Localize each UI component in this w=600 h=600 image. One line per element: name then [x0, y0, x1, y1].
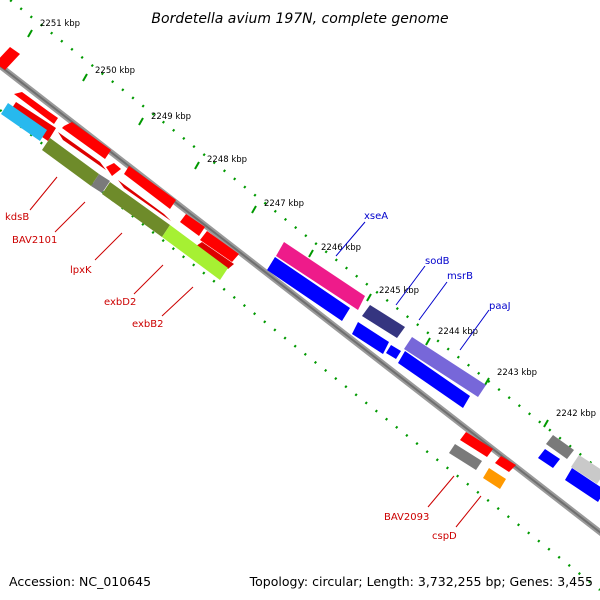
svg-text:paaJ: paaJ	[489, 301, 511, 312]
kbp-tick: 2248 kbp	[194, 155, 247, 170]
gene-label-lpxK: lpxK	[70, 232, 123, 276]
gene-label-BAV2101: BAV2101	[12, 201, 86, 246]
svg-text:2243 kbp: 2243 kbp	[497, 368, 537, 378]
gene-label-paaJ: paaJ	[459, 301, 511, 351]
gene-feature[interactable]	[62, 122, 111, 159]
gene-label-BAV2093: BAV2093	[384, 475, 455, 523]
gene-feature[interactable]	[91, 174, 110, 193]
svg-text:2245 kbp: 2245 kbp	[379, 286, 419, 296]
gene-feature[interactable]	[398, 351, 470, 408]
gene-feature[interactable]	[0, 47, 20, 70]
svg-text:exbD2: exbD2	[104, 297, 136, 308]
map-title: Bordetella avium 197N, complete genome	[151, 11, 448, 27]
gene-feature[interactable]	[362, 305, 405, 338]
gene-feature[interactable]	[42, 138, 99, 186]
gene-feature[interactable]	[180, 214, 205, 236]
gene-feature[interactable]	[546, 435, 574, 459]
accession-text: Accession: NC_010645	[9, 574, 151, 589]
gene-label-msrB: msrB	[418, 271, 473, 321]
gene-feature[interactable]	[102, 182, 170, 237]
gene-label-kdsB: kdsB	[5, 176, 58, 223]
svg-text:2247 kbp: 2247 kbp	[264, 199, 304, 209]
svg-text:xseA: xseA	[364, 211, 388, 222]
gene-label-sodB: sodB	[395, 256, 450, 306]
svg-text:2249 kbp: 2249 kbp	[151, 112, 191, 122]
kbp-tick: 2243 kbp	[484, 368, 537, 386]
gene-features-upper-left	[0, 47, 239, 269]
gene-feature[interactable]	[267, 257, 350, 321]
svg-text:2242 kbp: 2242 kbp	[556, 409, 596, 419]
gene-feature[interactable]	[352, 322, 389, 354]
svg-text:cspD: cspD	[432, 531, 457, 542]
gene-feature[interactable]	[200, 231, 239, 262]
gene-feature[interactable]	[565, 468, 600, 502]
gene-feature[interactable]	[118, 180, 171, 221]
kbp-tick: 2245 kbp	[366, 286, 419, 302]
svg-text:msrB: msrB	[447, 271, 473, 282]
outer-tick-track	[8, 0, 600, 471]
gene-feature[interactable]	[386, 345, 401, 359]
gene-feature[interactable]	[58, 132, 106, 170]
kbp-tick: 2249 kbp	[138, 112, 191, 126]
gene-feature[interactable]	[538, 449, 560, 468]
gene-feature[interactable]	[196, 242, 234, 269]
gene-feature[interactable]	[162, 225, 228, 280]
kbp-tick: 2244 kbp	[425, 327, 478, 346]
gene-feature[interactable]	[449, 444, 482, 470]
svg-text:2246 kbp: 2246 kbp	[321, 243, 361, 253]
svg-text:kdsB: kdsB	[5, 212, 29, 223]
gene-label-xseA: xseA	[335, 211, 388, 257]
gene-feature[interactable]	[276, 242, 365, 310]
gene-feature[interactable]	[14, 92, 58, 124]
gene-label-exbD2: exbD2	[104, 264, 164, 308]
kbp-tick: 2246 kbp	[308, 243, 361, 258]
gene-feature[interactable]	[495, 456, 516, 472]
svg-text:2248 kbp: 2248 kbp	[207, 155, 247, 165]
kbp-tick: 2242 kbp	[543, 409, 596, 428]
kbp-tick: 2250 kbp	[82, 66, 135, 82]
svg-text:exbB2: exbB2	[132, 319, 163, 330]
svg-text:lpxK: lpxK	[70, 265, 92, 276]
gene-label-exbB2: exbB2	[132, 286, 194, 330]
gene-feature[interactable]	[460, 432, 493, 457]
kbp-tick: 2247 kbp	[251, 199, 304, 214]
topology-text: Topology: circular; Length: 3,732,255 bp…	[249, 574, 593, 589]
kbp-tick: 2251 kbp	[27, 19, 80, 38]
svg-text:BAV2093: BAV2093	[384, 512, 429, 523]
gene-feature[interactable]	[571, 455, 600, 484]
gene-feature[interactable]	[483, 468, 506, 489]
gene-feature[interactable]	[124, 166, 176, 209]
gene-feature[interactable]	[1, 103, 47, 141]
svg-text:2251 kbp: 2251 kbp	[40, 19, 80, 29]
gene-label-cspD: cspD	[432, 495, 482, 542]
svg-text:2250 kbp: 2250 kbp	[95, 66, 135, 76]
svg-text:sodB: sodB	[425, 256, 450, 267]
svg-text:2244 kbp: 2244 kbp	[438, 327, 478, 337]
gene-feature[interactable]	[404, 337, 486, 397]
svg-text:BAV2101: BAV2101	[12, 235, 57, 246]
gene-feature[interactable]	[106, 163, 121, 176]
